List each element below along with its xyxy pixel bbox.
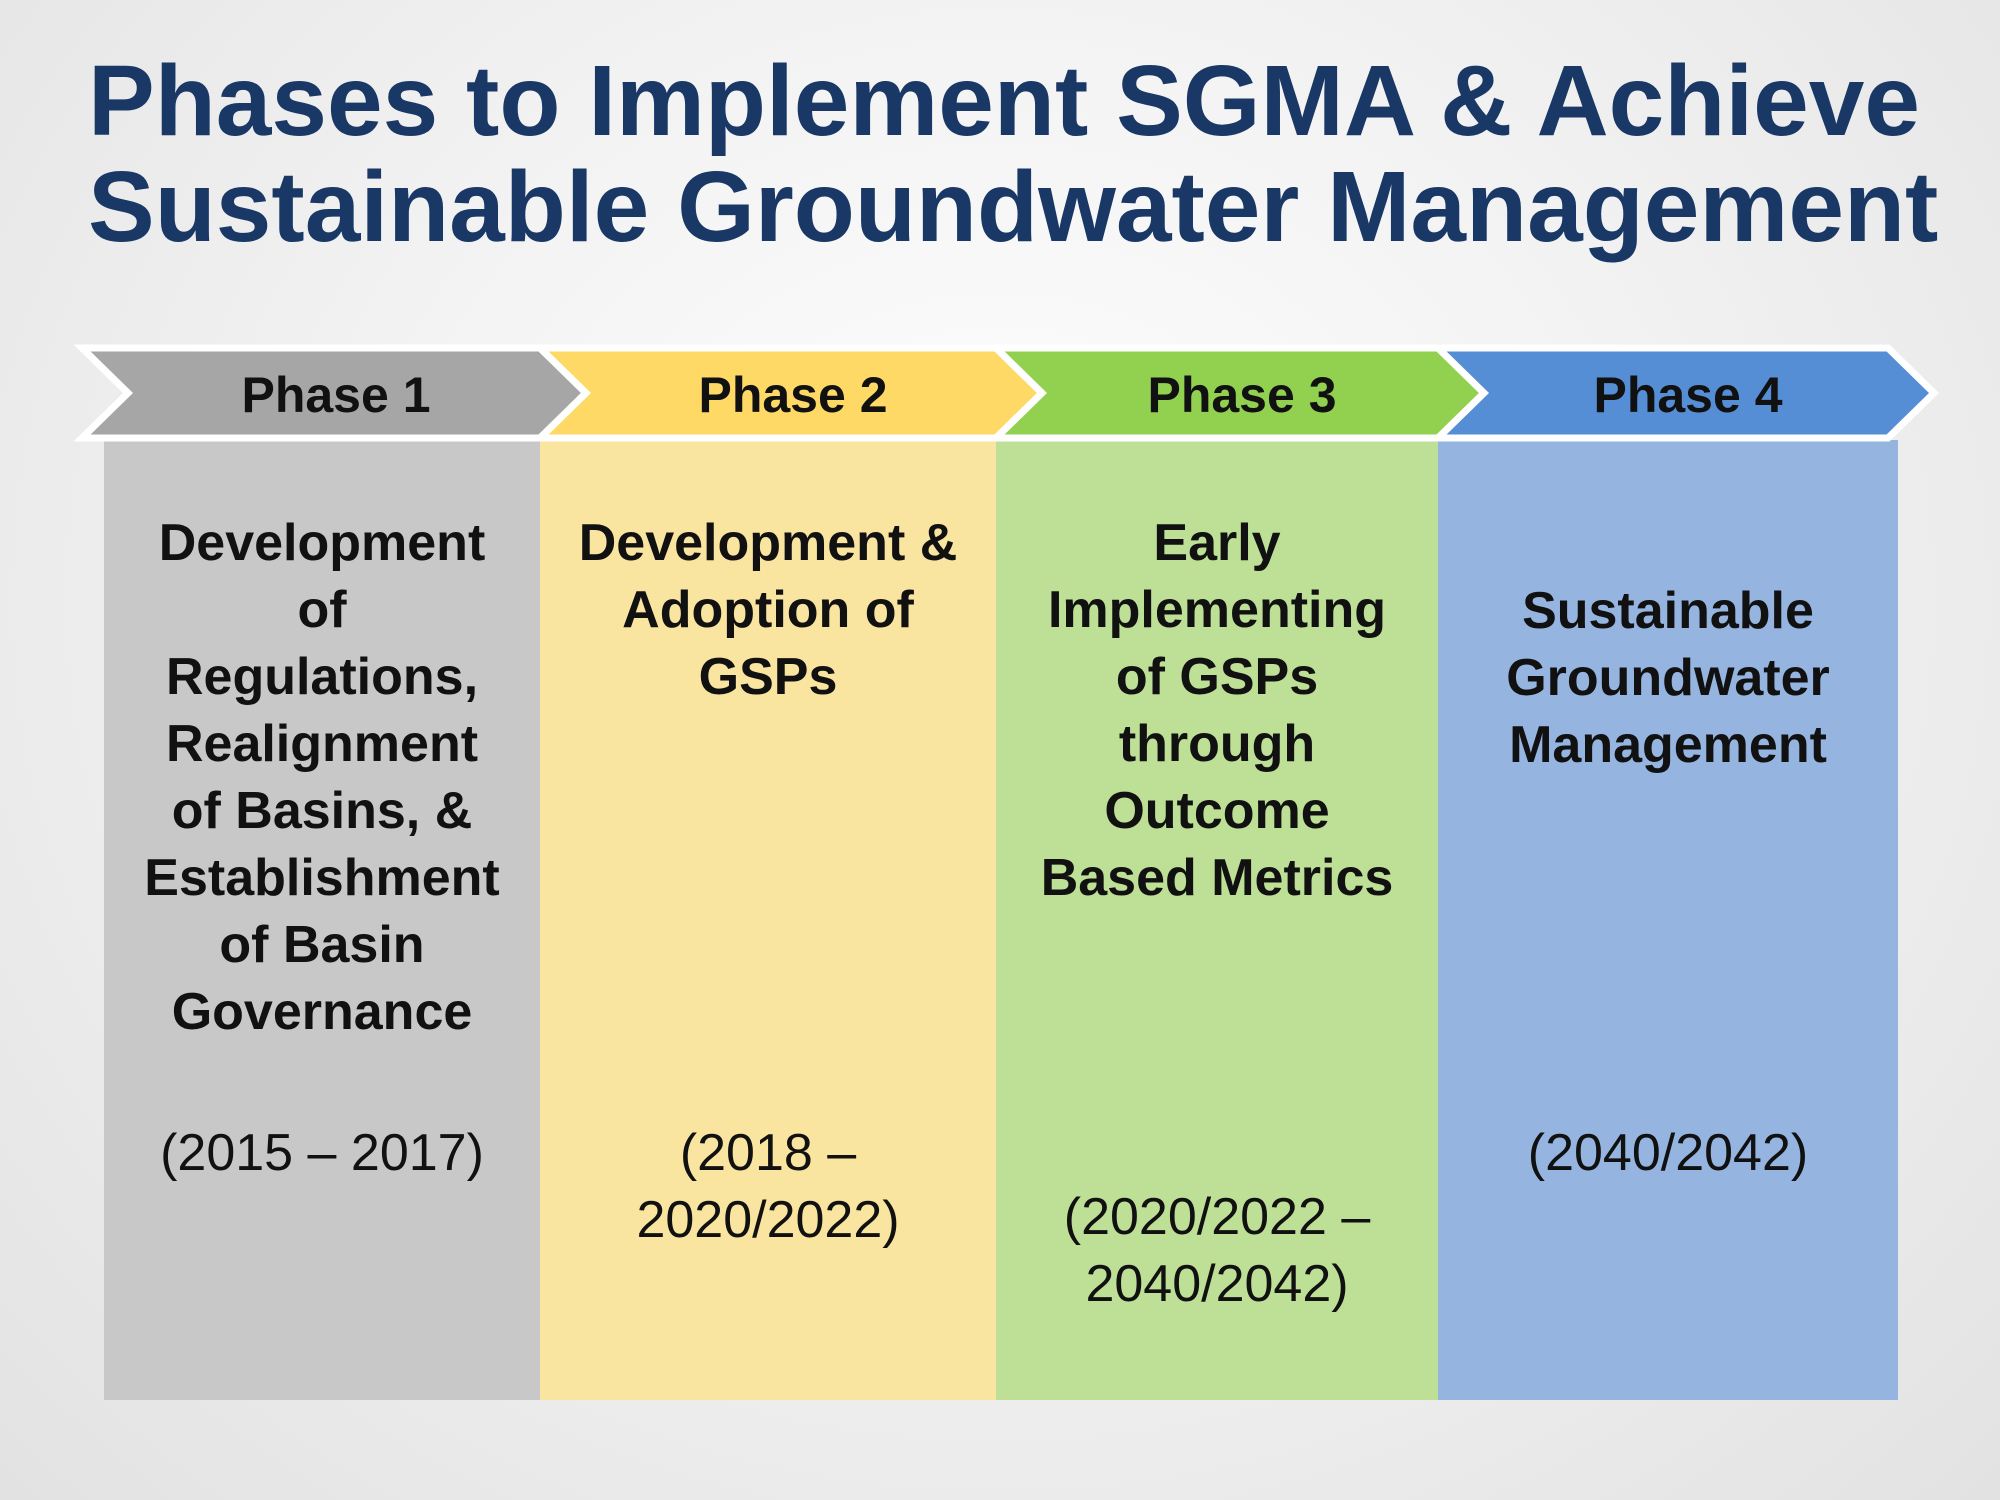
phase-1-years-line: (2015 – 2017): [160, 1124, 484, 1182]
phase-1-label: Phase 1: [241, 367, 430, 423]
phase-4-description-line: Management: [1509, 716, 1827, 774]
phase-3-label: Phase 3: [1147, 367, 1336, 423]
phase-2-description: Development & Adoption of GSPs: [540, 510, 996, 711]
title-line-1: Phases to Implement SGMA & Achieve: [88, 45, 1920, 157]
phase-4-years-line: (2040/2042): [1527, 1124, 1809, 1182]
phase-1-description-line: of: [297, 581, 347, 639]
phase-3-years: (2020/2022 – 2040/2042): [996, 1184, 1438, 1318]
phase-1-description-line: Governance: [171, 983, 473, 1041]
phase-1-description-line: of Basins, &: [171, 782, 473, 840]
phase-1-description-line: of Basin: [219, 916, 425, 974]
phase-3-description-line: Outcome: [1104, 782, 1330, 840]
title-line-2: Sustainable Groundwater Management: [88, 151, 1939, 263]
phase-2-years-line: 2020/2022): [636, 1191, 900, 1249]
phase-1-description-line: Regulations,: [165, 648, 479, 706]
phase-1-description-line: Development: [158, 514, 486, 572]
phase-3-years-line: (2020/2022 –: [1063, 1188, 1371, 1246]
phase-1-description: Development of Regulations, Realignment …: [104, 510, 540, 1046]
phase-1-description-line: Realignment: [165, 715, 479, 773]
phase-3-description-line: Based Metrics: [1040, 849, 1394, 907]
phase-2-label: Phase 2: [698, 367, 887, 423]
phase-3-column: Early Implementing of GSPs through Outco…: [996, 440, 1438, 1400]
phase-4-chevron: Phase 4: [1429, 344, 1940, 442]
phase-4-description: Sustainable Groundwater Management: [1438, 578, 1898, 779]
phase-4-description-line: Groundwater: [1506, 649, 1830, 707]
phase-1-description-line: Establishment: [144, 849, 500, 907]
phase-2-chevron: Phase 2: [531, 344, 1048, 442]
phase-2-years: (2018 – 2020/2022): [540, 1120, 996, 1254]
phase-2-years-line: (2018 –: [679, 1124, 857, 1182]
phase-4-label: Phase 4: [1593, 367, 1782, 423]
phase-1-years: (2015 – 2017): [104, 1120, 540, 1187]
phase-3-years-line: 2040/2042): [1085, 1255, 1349, 1313]
phase-3-description-line: Early: [1153, 514, 1281, 572]
phase-3-description-line: Implementing: [1047, 581, 1387, 639]
page-title: Phases to Implement SGMA & Achieve Susta…: [88, 48, 1968, 260]
phase-3-chevron: Phase 3: [987, 344, 1490, 442]
phase-1-chevron: Phase 1: [73, 344, 592, 442]
phase-3-description-line: through: [1118, 715, 1316, 773]
phase-2-description-line: Development &: [578, 514, 958, 572]
phase-2-description-line: GSPs: [698, 648, 838, 706]
phase-4-years: (2040/2042): [1438, 1120, 1898, 1187]
phase-4-column: Sustainable Groundwater Management (2040…: [1438, 440, 1898, 1400]
phase-2-column: Development & Adoption of GSPs (2018 – 2…: [540, 440, 996, 1400]
phase-3-description: Early Implementing of GSPs through Outco…: [996, 510, 1438, 912]
phase-4-description-line: Sustainable: [1522, 582, 1814, 640]
phase-2-description-line: Adoption of: [622, 581, 914, 639]
phase-4-chevron-shape: [1429, 344, 1940, 442]
phase-1-column: Development of Regulations, Realignment …: [104, 440, 540, 1400]
phase-3-description-line: of GSPs: [1115, 648, 1319, 706]
